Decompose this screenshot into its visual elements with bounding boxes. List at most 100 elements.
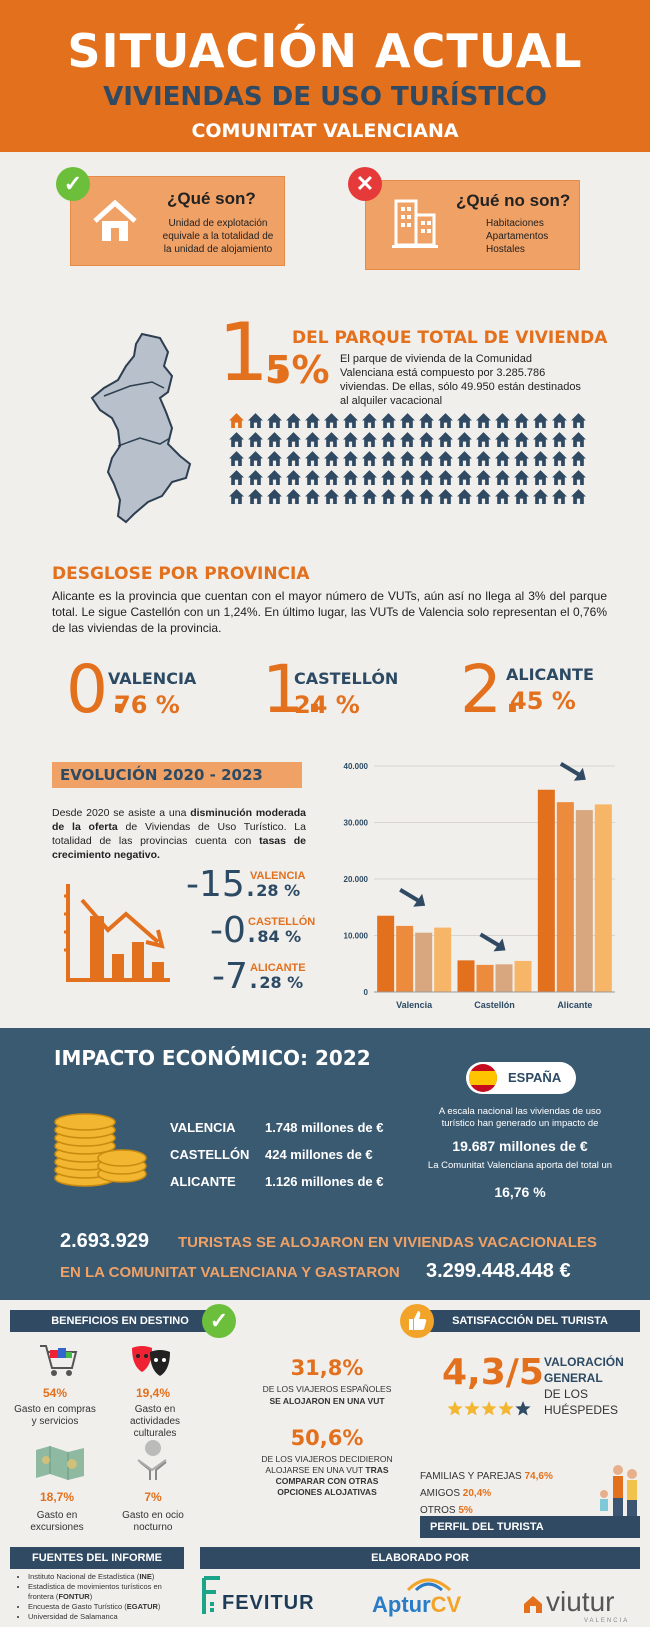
- x-category-label: Valencia: [396, 1000, 433, 1010]
- house-icon: [438, 432, 453, 447]
- impact-value-castellon: 424 millones de €: [265, 1147, 373, 1162]
- benefit-shopping-pct: 54%: [42, 1386, 68, 1400]
- y-tick-label: 0: [364, 988, 369, 997]
- house-icon: [286, 489, 301, 504]
- houses-grid: [228, 412, 588, 505]
- stock-text: El parque de vivienda de la Comunidad Va…: [340, 353, 581, 407]
- bar: [575, 810, 593, 992]
- region-title: COMUNITAT VALENCIANA: [191, 120, 459, 142]
- page-subtitle: VIVIENDAS DE USO TURÍSTICO: [103, 82, 547, 112]
- bar: [476, 964, 494, 992]
- map-icon: [36, 1446, 84, 1480]
- house-icon: [381, 470, 396, 485]
- evolution-bar-chart: 0 10.000 20.000 30.000 40.000 Valencia Castell…: [344, 762, 615, 1010]
- evolution-text: Desde 2020 se asiste a una disminución m…: [52, 807, 307, 861]
- impact-province-values: 1.748 millones de € 424 millones de € 1.…: [265, 1114, 384, 1195]
- house-icon: [286, 451, 301, 466]
- what-is-not-list: Habitaciones Apartamentos Hostales: [486, 218, 549, 255]
- house-icon: [362, 489, 377, 504]
- house-icon: [324, 413, 339, 428]
- made-by-heading: ELABORADO POR: [200, 1547, 640, 1569]
- house-icon: [419, 432, 434, 447]
- profile-families: FAMILIAS Y PAREJAS 74,6%: [420, 1471, 553, 1482]
- country-label: ESPAÑA: [508, 1070, 562, 1085]
- house-icon: [419, 451, 434, 466]
- house-icon: [267, 470, 282, 485]
- house-icon: [400, 413, 415, 428]
- benefit-nightlife-pct: 7%: [144, 1490, 162, 1504]
- house-icon: [93, 199, 137, 241]
- travellers-pct2: 50,6%: [290, 1426, 364, 1450]
- down-arrow-head: [493, 938, 506, 952]
- national-value: 19.687 millones de €: [452, 1138, 588, 1154]
- travellers-pct1: 31,8%: [290, 1356, 364, 1380]
- benefit-nightlife-label: Gasto en ocio nocturno: [122, 1510, 184, 1533]
- impact-name-alicante: ALICANTE: [170, 1174, 236, 1189]
- source-item: Instituto Nacional de Estadística (INE): [28, 1572, 188, 1582]
- house-icon: [476, 432, 491, 447]
- star-icon: [464, 1401, 480, 1416]
- house-icon: [267, 413, 282, 428]
- house-icon: [248, 470, 263, 485]
- benefits-check-icon: ✓: [202, 1304, 236, 1338]
- national-text: A escala nacional las viviendas de uso t…: [438, 1106, 602, 1129]
- bar: [396, 925, 414, 992]
- house-icon: [267, 489, 282, 504]
- house-icon: [343, 451, 358, 466]
- bar: [457, 960, 475, 992]
- bar: [377, 915, 395, 992]
- spent-text: EN LA COMUNITAT VALENCIANA Y GASTARON: [60, 1264, 400, 1281]
- what-is-not-card: ¿Qué no son? Habitaciones Apartamentos Hos…: [365, 180, 580, 270]
- house-icon: [362, 470, 377, 485]
- house-icon: [533, 489, 548, 504]
- house-icon: [248, 489, 263, 504]
- viutur-logo-icon: [524, 1596, 542, 1613]
- stock-big-digit: 1.: [218, 306, 295, 399]
- y-tick-label: 30.000: [344, 819, 369, 828]
- satisfaction-heading: SATISFACCIÓN DEL TURISTA: [420, 1310, 640, 1332]
- house-icon: [457, 451, 472, 466]
- house-icon: [571, 489, 586, 504]
- house-icon: [514, 489, 529, 504]
- house-icon: [305, 470, 320, 485]
- bar: [514, 960, 532, 992]
- rate-alicante: -7.28 % ALICANTE: [212, 956, 306, 997]
- house-icon: [533, 413, 548, 428]
- house-icon: [419, 413, 434, 428]
- house-icon: [552, 451, 567, 466]
- house-icon: [305, 432, 320, 447]
- house-icon: [495, 432, 510, 447]
- fevitur-logo-icon: [202, 1576, 220, 1614]
- benefit-shopping-label: Gasto en compras y servicios: [14, 1404, 96, 1427]
- house-icon: [438, 489, 453, 504]
- house-icon: [552, 432, 567, 447]
- house-icon: [229, 432, 244, 447]
- theater-masks-icon: [132, 1346, 170, 1376]
- valencia-map-icon: [90, 332, 192, 524]
- bar: [434, 927, 452, 992]
- impact-name-castellon: CASTELLÓN: [170, 1147, 250, 1162]
- benefit-excursions-label: Gasto en excursiones: [30, 1510, 84, 1533]
- province-text: Alicante es la provincia que cuentan con…: [52, 589, 607, 635]
- what-is-not-title: ¿Qué no son?: [456, 191, 571, 210]
- house-icon: [571, 413, 586, 428]
- province-heading: DESGLOSE POR PROVINCIA: [52, 564, 310, 584]
- house-icon: [438, 413, 453, 428]
- down-arrow-icon: [479, 932, 502, 949]
- tourists-number: 2.693.929: [60, 1230, 149, 1252]
- house-icon: [571, 451, 586, 466]
- viutur-logo-sub: VALENCIA: [584, 1618, 630, 1624]
- star-icon: [481, 1401, 497, 1416]
- house-icon: [324, 489, 339, 504]
- house-icon: [305, 413, 320, 428]
- profile-heading: PERFIL DEL TURISTA: [420, 1516, 640, 1538]
- house-icon: [514, 451, 529, 466]
- house-icon: [229, 451, 244, 466]
- shopping-cart-icon: [40, 1345, 78, 1376]
- source-item: Encuesta de Gasto Turístico (EGATUR): [28, 1602, 188, 1612]
- house-icon: [381, 432, 396, 447]
- house-icon: [400, 470, 415, 485]
- house-icon: [305, 489, 320, 504]
- declining-chart-icon: [64, 884, 170, 982]
- travellers-text1b: SE ALOJARON EN UNA VUT: [269, 1396, 385, 1406]
